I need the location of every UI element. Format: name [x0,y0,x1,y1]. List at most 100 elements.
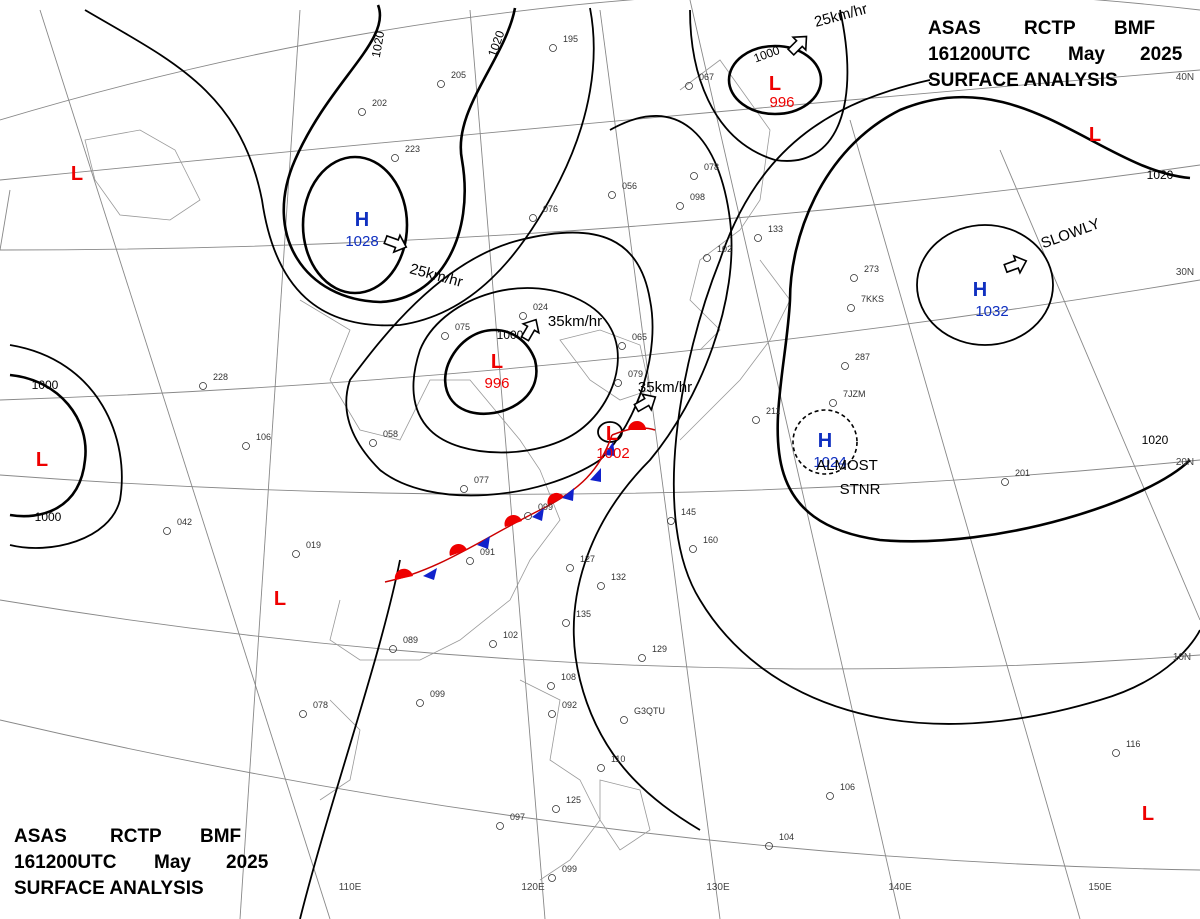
station-value: 079 [628,369,643,379]
header-text: BMF [1114,18,1155,39]
station-value: 135 [576,609,591,619]
station-value: 287 [855,352,870,362]
station-value: 133 [768,224,783,234]
station-value: 058 [383,429,398,439]
system-pressure: 1024 [813,454,846,471]
station-value: G3QTU [634,706,665,716]
header-text: ASAS [14,826,67,847]
station-dot [369,439,377,447]
station-dot [292,550,300,558]
motion-label: STNR [840,481,881,498]
station-value: 195 [563,34,578,44]
station-dot [547,682,555,690]
station-value: 097 [510,812,525,822]
station-value: 042 [177,517,192,527]
station-dot [638,654,646,662]
station-dot [566,564,574,572]
station-dot [489,640,497,648]
system-symbol: H [973,279,987,301]
station-value: 129 [652,644,667,654]
isobar-label: 1020 [1142,433,1169,447]
system-symbol: L [769,73,781,95]
system-symbol: H [818,430,832,452]
system-symbol: L [36,449,48,471]
station-value: 091 [480,547,495,557]
station-dot [597,764,605,772]
station-dot [460,485,468,493]
station-dot [391,154,399,162]
station-value: 145 [681,507,696,517]
station-dot [765,842,773,850]
system-pressure: 996 [769,94,794,111]
header-text: RCTP [1024,18,1076,39]
station-dot [689,545,697,553]
station-dot [562,619,570,627]
header-title: SURFACE ANALYSIS [14,878,204,899]
station-value: 078 [313,700,328,710]
station-dot [552,805,560,813]
station-value: 7KKS [861,294,884,304]
longitude-label: 150E [1088,882,1112,893]
header-text: 161200UTC [928,44,1031,65]
system-symbol: L [606,423,618,445]
station-value: 127 [580,554,595,564]
station-dot [416,699,424,707]
latitude-label: 40N [1176,72,1194,83]
station-value: 125 [566,795,581,805]
system-pressure: 1032 [975,303,1008,320]
station-value: 116 [1126,739,1140,749]
station-dot [358,108,366,116]
station-value: 201 [1015,468,1030,478]
station-value: 223 [405,144,420,154]
station-dot [519,312,527,320]
station-value: 102 [717,244,732,254]
station-value: 205 [451,70,466,80]
header-text: RCTP [110,826,162,847]
header-title: SURFACE ANALYSIS [928,70,1118,91]
station-dot [437,80,445,88]
station-value: 065 [632,332,647,342]
station-dot [389,645,397,653]
latitude-label: 20N [1176,457,1194,468]
header-text: 2025 [226,852,269,873]
system-symbol: H [355,209,369,231]
station-value: 106 [840,782,855,792]
header-text: 161200UTC [14,852,117,873]
station-value: 075 [455,322,470,332]
longitude-label: 140E [888,882,912,893]
isobar-label: 1020 [1147,168,1174,182]
station-dot [850,274,858,282]
station-dot [608,191,616,199]
station-value: 099 [538,502,553,512]
station-dot [690,172,698,180]
station-dot [620,716,628,724]
station-value: 132 [611,572,626,582]
station-value: 099 [430,689,445,699]
station-dot [1001,478,1009,486]
station-value: 104 [779,832,794,842]
system-symbol: L [1142,803,1154,825]
station-dot [614,379,622,387]
station-dot [676,202,684,210]
station-value: 211 [766,406,780,416]
station-value: 108 [561,672,576,682]
latitude-label: 30N [1176,267,1194,278]
system-symbol: L [491,351,503,373]
station-value: 077 [474,475,489,485]
front [384,421,656,583]
motion-arrow [520,318,540,342]
header-text: May [154,852,191,873]
system-symbol: L [71,163,83,185]
station-value: 024 [533,302,548,312]
station-dot [618,342,626,350]
station-dot [1112,749,1120,757]
station-value: 228 [213,372,228,382]
station-dot [242,442,250,450]
station-dot [752,416,760,424]
station-value: 110 [611,754,625,764]
station-dot [466,557,474,565]
station-value: 089 [403,635,418,645]
motion-arrow [1003,254,1028,275]
